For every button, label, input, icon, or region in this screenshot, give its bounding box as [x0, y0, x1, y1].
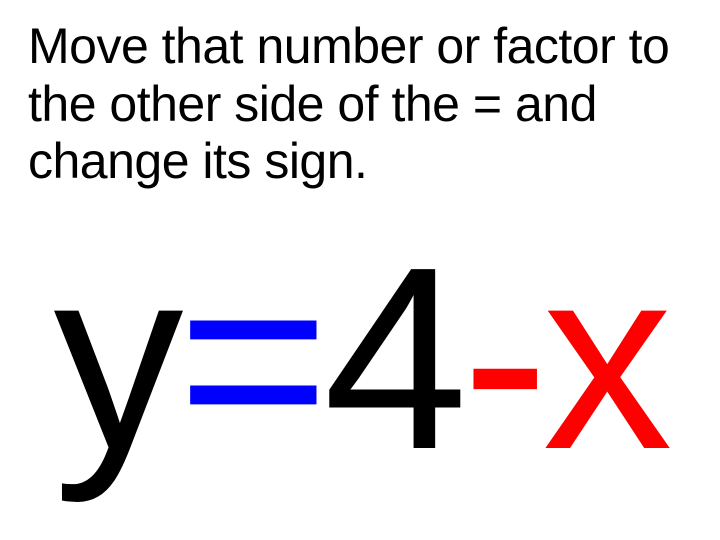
equation-rhs-minus-x: -x [462, 210, 667, 509]
equation-rhs-4: 4 [323, 210, 462, 509]
equation: y=4-x [0, 210, 720, 509]
equation-equals: = [177, 210, 323, 509]
equation-lhs-y: y [53, 210, 177, 509]
instruction-text: Move that number or factor to the other … [28, 18, 700, 191]
